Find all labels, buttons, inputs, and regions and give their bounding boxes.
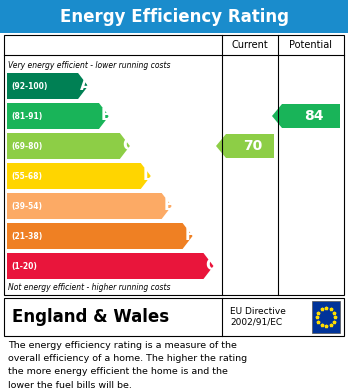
Text: (55-68): (55-68): [11, 172, 42, 181]
Text: The energy efficiency rating is a measure of the
overall efficiency of a home. T: The energy efficiency rating is a measur…: [8, 341, 247, 389]
Text: Energy Efficiency Rating: Energy Efficiency Rating: [60, 7, 288, 25]
Bar: [0, 0, 348, 33]
Text: (69-80): (69-80): [11, 142, 42, 151]
Text: D: D: [143, 169, 156, 183]
Polygon shape: [7, 103, 109, 129]
Text: Potential: Potential: [290, 40, 332, 50]
Text: G: G: [205, 258, 218, 273]
Polygon shape: [272, 104, 340, 128]
Polygon shape: [7, 253, 213, 279]
Text: (39-54): (39-54): [11, 201, 42, 210]
Text: E: E: [164, 199, 174, 213]
Text: (92-100): (92-100): [11, 81, 47, 90]
Text: Not energy efficient - higher running costs: Not energy efficient - higher running co…: [8, 283, 171, 292]
Text: F: F: [184, 228, 195, 244]
Text: EU Directive: EU Directive: [230, 307, 286, 316]
Text: A: A: [80, 79, 92, 93]
Bar: [4, 35, 344, 295]
Text: Very energy efficient - lower running costs: Very energy efficient - lower running co…: [8, 61, 171, 70]
Text: C: C: [122, 138, 133, 154]
Polygon shape: [7, 223, 192, 249]
Text: England & Wales: England & Wales: [12, 308, 169, 326]
Polygon shape: [7, 163, 151, 189]
Text: Current: Current: [232, 40, 268, 50]
Text: B: B: [101, 108, 113, 124]
Bar: [312, 301, 340, 333]
Polygon shape: [7, 133, 130, 159]
Text: 2002/91/EC: 2002/91/EC: [230, 317, 282, 326]
Text: (21-38): (21-38): [11, 231, 42, 240]
Polygon shape: [216, 134, 274, 158]
Text: (81-91): (81-91): [11, 111, 42, 120]
Bar: [4, 298, 344, 336]
Polygon shape: [7, 193, 172, 219]
Text: (1-20): (1-20): [11, 262, 37, 271]
Text: 70: 70: [243, 139, 263, 153]
Text: 84: 84: [304, 109, 324, 123]
Polygon shape: [7, 73, 88, 99]
